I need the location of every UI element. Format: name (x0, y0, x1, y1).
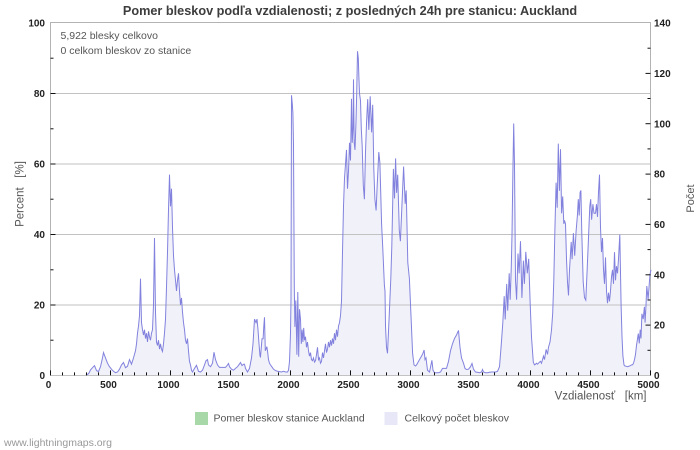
svg-text:Pomer bleskov podľa vzdialenos: Pomer bleskov podľa vzdialenosti; z posl… (123, 4, 577, 18)
svg-text:Percent [%]: Percent [%] (15, 161, 27, 227)
svg-text:20: 20 (34, 301, 46, 312)
svg-text:100: 100 (28, 19, 45, 30)
svg-text:2500: 2500 (337, 380, 360, 391)
svg-text:Celkový počet bleskov: Celkový počet bleskov (405, 413, 510, 425)
svg-text:4500: 4500 (577, 380, 600, 391)
svg-text:www.lightningmaps.org: www.lightningmaps.org (3, 437, 112, 449)
svg-text:20: 20 (654, 321, 666, 332)
svg-text:0 celkom bleskov zo stanice: 0 celkom bleskov zo stanice (61, 45, 192, 57)
svg-text:80: 80 (654, 170, 666, 181)
svg-text:Pomer bleskov stanice Auckland: Pomer bleskov stanice Auckland (214, 413, 365, 425)
svg-text:3500: 3500 (457, 380, 480, 391)
svg-text:2000: 2000 (277, 380, 300, 391)
svg-text:3000: 3000 (397, 380, 420, 391)
svg-text:500: 500 (100, 380, 117, 391)
svg-text:0: 0 (46, 380, 52, 391)
svg-text:60: 60 (654, 220, 666, 231)
svg-text:4000: 4000 (517, 380, 540, 391)
svg-text:Počet: Počet (685, 184, 697, 212)
svg-text:100: 100 (654, 119, 671, 130)
svg-text:140: 140 (654, 19, 671, 30)
svg-text:80: 80 (34, 89, 46, 100)
svg-text:1500: 1500 (217, 380, 240, 391)
svg-text:40: 40 (654, 270, 666, 281)
svg-text:0: 0 (654, 371, 660, 382)
svg-text:Vzdialenosť [km]: Vzdialenosť [km] (555, 391, 647, 403)
svg-text:60: 60 (34, 160, 46, 171)
svg-text:5000: 5000 (637, 380, 660, 391)
svg-text:1000: 1000 (157, 380, 180, 391)
svg-text:5,922 blesky celkovo: 5,922 blesky celkovo (61, 30, 159, 42)
svg-text:40: 40 (34, 230, 46, 241)
svg-text:120: 120 (654, 69, 671, 80)
svg-text:0: 0 (39, 371, 45, 382)
